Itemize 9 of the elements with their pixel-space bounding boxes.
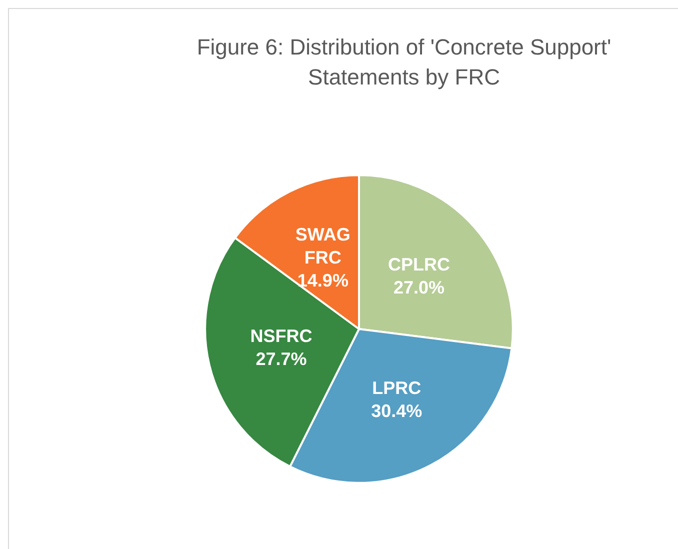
data-label: 14.9%: [297, 270, 348, 291]
data-label: 27.0%: [393, 278, 444, 298]
slice-label: SWAG FRC: [295, 224, 350, 268]
data-label: 30.4%: [371, 401, 422, 422]
chart-title: Figure 6: Distribution of 'Concrete Support' Statements by FRC: [196, 34, 612, 90]
slice-label: NSFRC: [250, 326, 312, 346]
slice-label: LPRC: [372, 378, 422, 398]
data-label: 27.7%: [256, 349, 307, 370]
slice-label: CPLRC: [388, 254, 450, 275]
